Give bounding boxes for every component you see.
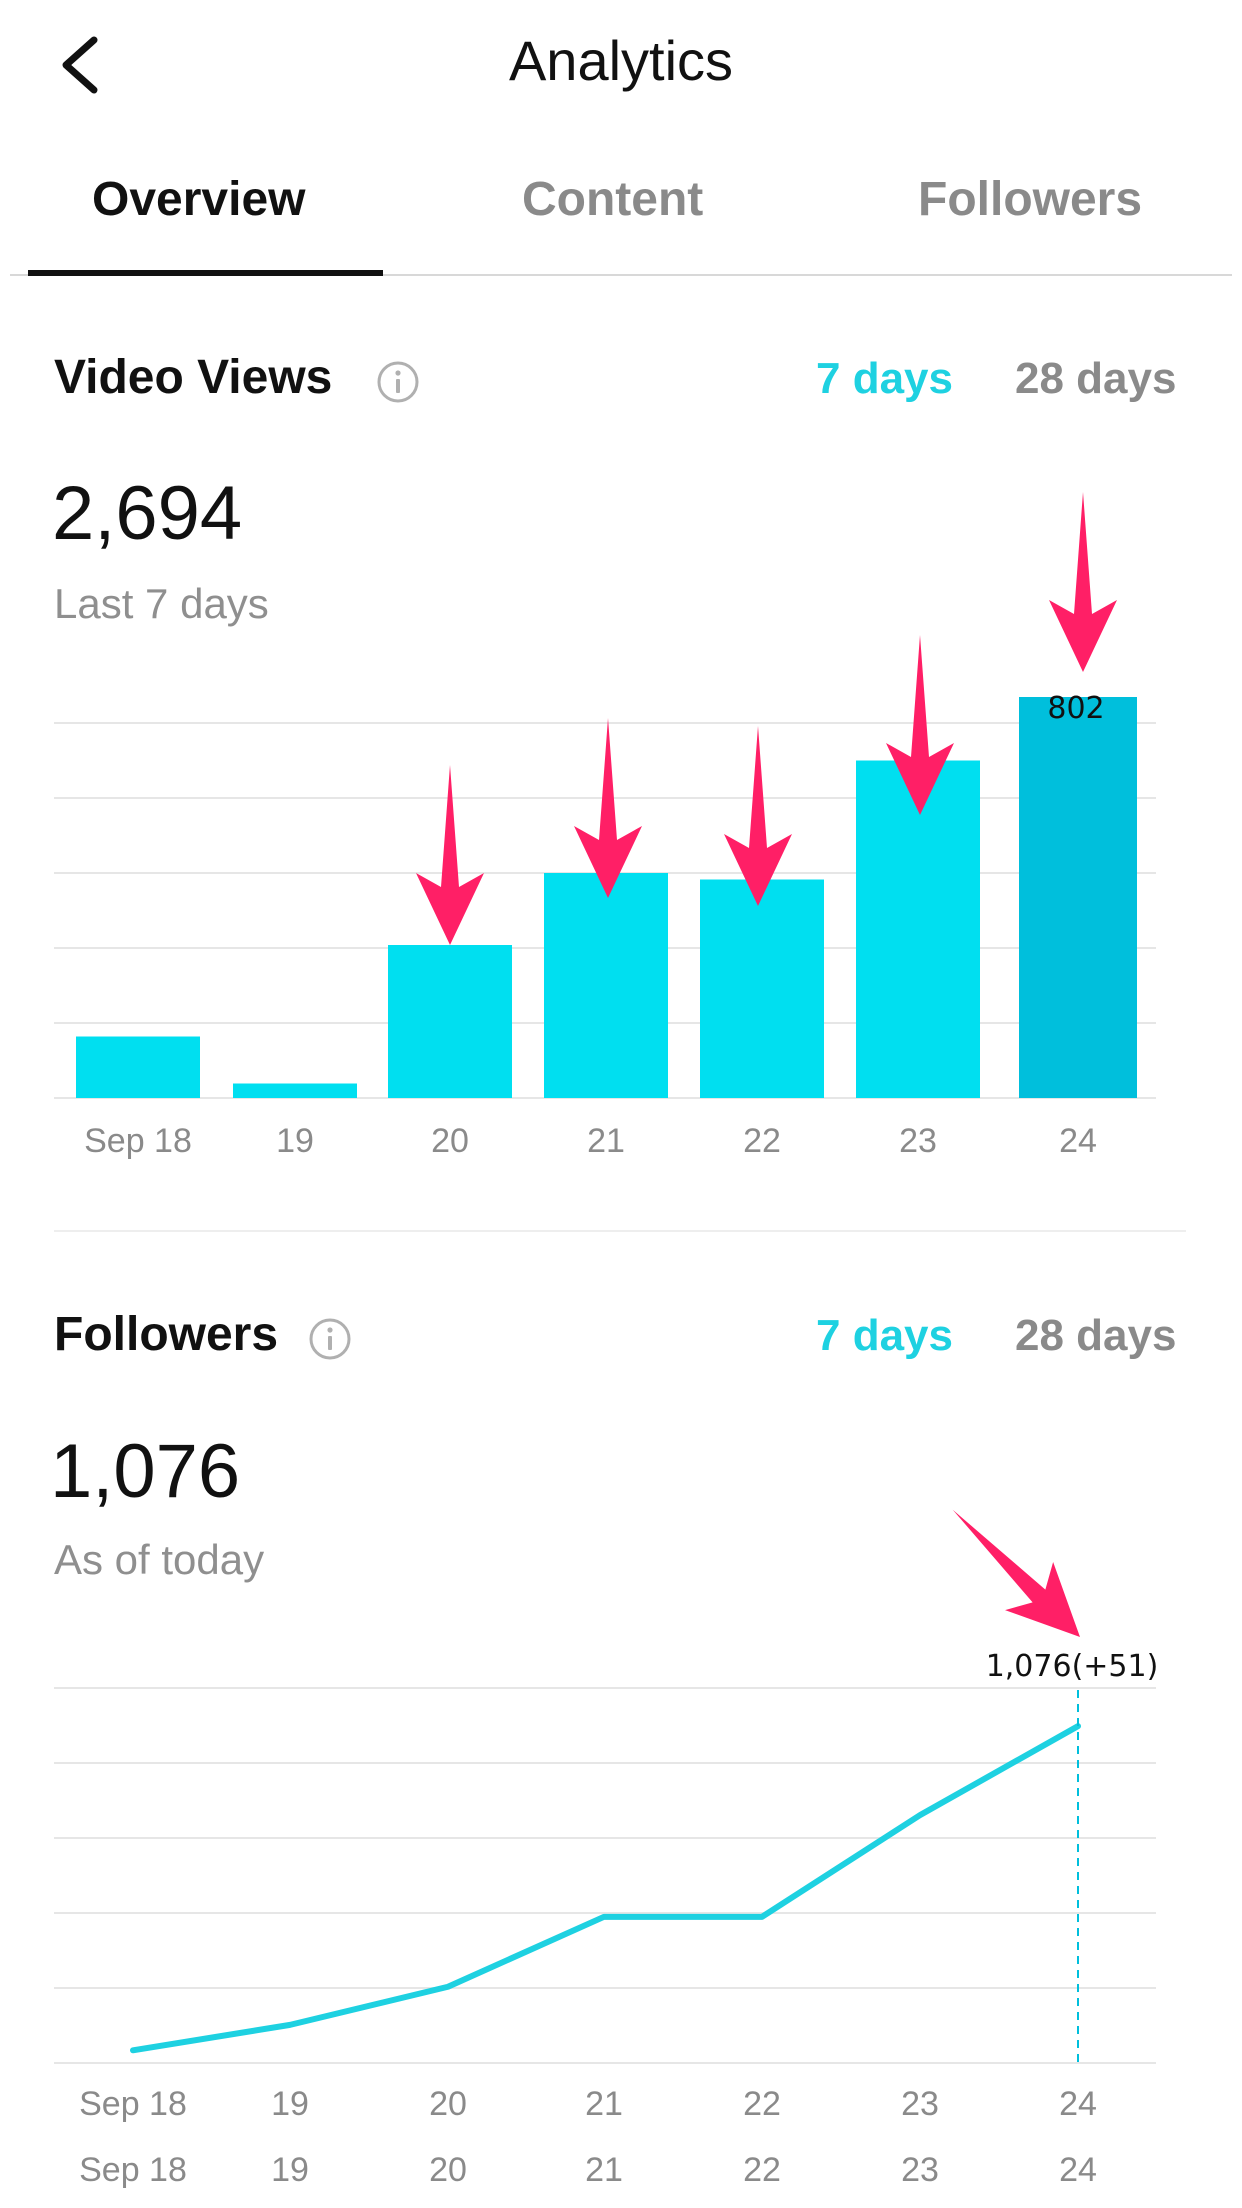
data-point <box>919 1814 921 1817</box>
tab-followers[interactable]: Followers <box>918 173 1143 226</box>
info-icon[interactable] <box>308 1317 352 1361</box>
annotation-arrow <box>952 1509 1080 1637</box>
annotation-arrow <box>1049 492 1117 672</box>
x-tick-label-repeat: 19 <box>271 2151 309 2189</box>
annotation-arrow <box>724 726 792 906</box>
data-point <box>132 2049 134 2052</box>
bar-6 <box>856 760 980 1098</box>
bar-2 <box>233 1083 357 1098</box>
line-tooltip-value: 1,076(+51) <box>986 1649 1159 1684</box>
x-tick-label: 23 <box>901 2085 939 2123</box>
x-tick-label-repeat: 21 <box>585 2151 623 2189</box>
x-tick-label: 21 <box>585 2085 623 2123</box>
tab-content[interactable]: Content <box>522 173 704 226</box>
video-views-range-7-days[interactable]: 7 days <box>816 354 953 403</box>
followers-line-chart: 1,076(+51) Sep 18 19 20 21 22 23 24 Sep 18 19 20 21… <box>54 1509 1159 2189</box>
x-tick-label: 20 <box>429 2085 467 2123</box>
bar-1 <box>76 1036 200 1098</box>
x-tick-label-repeat: 23 <box>901 2151 939 2189</box>
followers-series-line <box>130 1723 1081 2054</box>
chevron-left-icon <box>62 36 98 94</box>
x-tick-label: 22 <box>743 1122 781 1160</box>
section-divider <box>54 1230 1186 1232</box>
bar-5 <box>700 879 824 1098</box>
tab-divider <box>10 274 1232 276</box>
page-title: Analytics <box>508 29 734 92</box>
annotation-arrow <box>574 718 642 898</box>
video-views-title: Video Views <box>54 351 333 404</box>
x-tick-label-repeat: 24 <box>1059 2151 1097 2189</box>
video-views-period: Last 7 days <box>54 580 269 627</box>
bar-tooltip-value: 802 <box>1047 691 1104 726</box>
followers-period: As of today <box>54 1536 265 1583</box>
x-tick-label: 21 <box>587 1122 625 1160</box>
x-tick-label: 22 <box>743 2085 781 2123</box>
video-views-total: 2,694 <box>52 471 243 556</box>
active-tab-indicator <box>28 270 383 276</box>
x-tick-label: 23 <box>899 1122 937 1160</box>
video-views-range-28-days[interactable]: 28 days <box>1015 354 1177 403</box>
x-tick-label: 24 <box>1059 2085 1097 2123</box>
info-icon[interactable] <box>376 360 420 404</box>
annotation-arrow <box>886 635 954 815</box>
x-tick-label: 19 <box>276 1122 314 1160</box>
data-point <box>603 1915 605 1918</box>
bar-4 <box>544 873 668 1098</box>
x-tick-label: Sep 18 <box>84 1122 192 1160</box>
bar-7 <box>1019 697 1137 1098</box>
x-tick-label-repeat: 20 <box>429 2151 467 2189</box>
data-point <box>761 1915 763 1918</box>
followers-title: Followers <box>54 1308 279 1361</box>
x-tick-label-repeat: 22 <box>743 2151 781 2189</box>
back-button[interactable] <box>52 30 112 100</box>
x-tick-label: Sep 18 <box>79 2085 187 2123</box>
x-tick-label-repeat: Sep 18 <box>79 2151 187 2189</box>
tab-overview[interactable]: Overview <box>92 173 306 226</box>
x-tick-label: 20 <box>431 1122 469 1160</box>
followers-total: 1,076 <box>50 1429 241 1514</box>
followers-range-7-days[interactable]: 7 days <box>816 1311 953 1360</box>
x-tick-label: 24 <box>1059 1122 1097 1160</box>
video-views-bar-chart: Sep 18 19 20 21 22 23 24 802 <box>54 492 1156 1160</box>
data-point <box>447 1985 449 1988</box>
followers-range-28-days[interactable]: 28 days <box>1015 1311 1177 1360</box>
bar-3 <box>388 945 512 1098</box>
data-point <box>289 2023 291 2026</box>
annotation-arrow <box>416 765 484 945</box>
x-tick-label: 19 <box>271 2085 309 2123</box>
